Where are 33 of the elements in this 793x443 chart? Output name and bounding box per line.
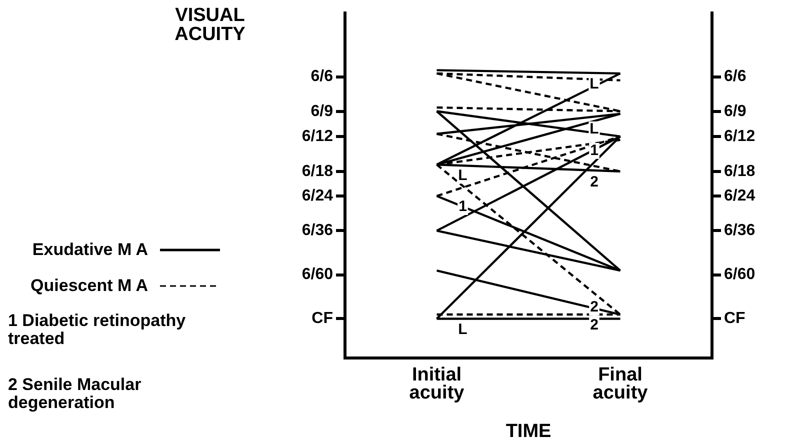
text: 6/36 (724, 222, 756, 240)
x-axis-title: TIME (506, 420, 552, 442)
x-tick-label: Final acuity (592, 364, 648, 404)
text: 6/18 (724, 162, 756, 180)
text: 6/24 (724, 187, 756, 204)
text: 1 Diabetic retinopathy treated (8, 311, 187, 348)
text: 6/60 (724, 266, 756, 284)
annotation: 1 (458, 198, 467, 216)
annotation: 2 (590, 298, 598, 316)
text: 6/6 (724, 68, 746, 86)
text: 6/9 (724, 103, 746, 120)
annotation: 1 (590, 142, 598, 160)
y-tick-label: 6/12 (302, 128, 334, 145)
legend-label: Exudative M A (31, 240, 148, 260)
y-axis-title: VISUAL ACUITY (174, 5, 246, 45)
annotation: L (590, 76, 599, 93)
y-tick-label: 6/60 (302, 266, 334, 284)
annotation: 2 (590, 316, 598, 334)
y-tick-label: 6/9 (310, 103, 334, 120)
annotation: L (458, 320, 468, 338)
y-tick-label: 6/18 (302, 162, 334, 180)
text: CF (724, 310, 746, 328)
y-tick-label: 6/36 (302, 222, 334, 240)
y-tick-label: 6/6 (310, 68, 334, 86)
y-tick-label: CF (312, 310, 334, 328)
y-tick-label: 6/24 (302, 187, 334, 204)
text: 6/12 (724, 128, 756, 145)
legend-label: Quiescent M A (30, 276, 148, 296)
x-tick-label: Initial acuity (409, 364, 465, 404)
annotation: L (458, 166, 468, 184)
annotation: 2 (590, 173, 598, 190)
annotation: L (590, 120, 599, 138)
text: 2 Senile Macular degeneration (8, 375, 142, 412)
